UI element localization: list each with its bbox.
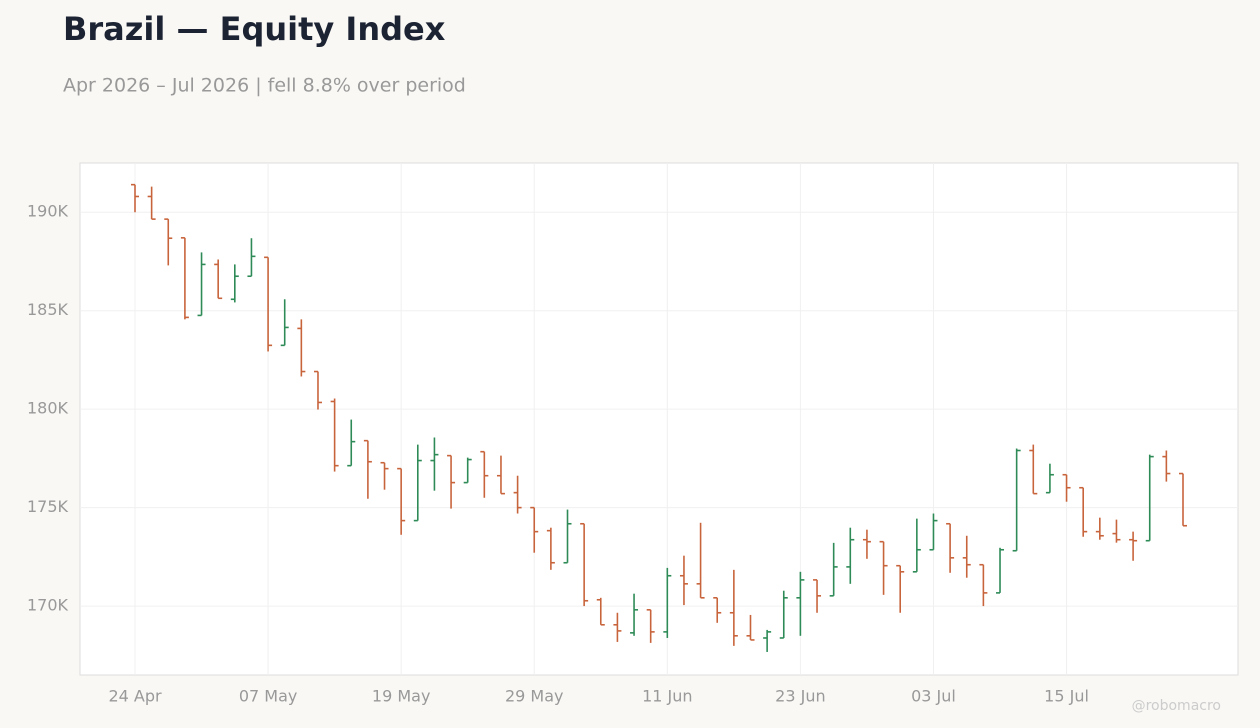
chart-subtitle: Apr 2026 – Jul 2026 | fell 8.8% over per…: [63, 75, 466, 97]
y-tick-label: 190K: [27, 202, 69, 221]
chart-title: Brazil — Equity Index: [63, 10, 446, 48]
x-tick-label: 07 May: [239, 687, 298, 706]
x-tick-label: 29 May: [505, 687, 564, 706]
y-tick-label: 175K: [27, 497, 69, 516]
x-tick-label: 11 Jun: [642, 687, 692, 706]
x-tick-label: 15 Jul: [1044, 687, 1089, 706]
x-tick-label: 24 Apr: [108, 687, 162, 706]
watermark: @robomacro: [1132, 698, 1221, 714]
x-tick-label: 23 Jun: [775, 687, 825, 706]
plot-area: [79, 162, 1239, 676]
y-tick-label: 170K: [27, 596, 69, 615]
y-tick-label: 180K: [27, 399, 69, 418]
x-tick-label: 03 Jul: [911, 687, 956, 706]
x-tick-label: 19 May: [372, 687, 431, 706]
y-tick-label: 185K: [27, 300, 69, 319]
